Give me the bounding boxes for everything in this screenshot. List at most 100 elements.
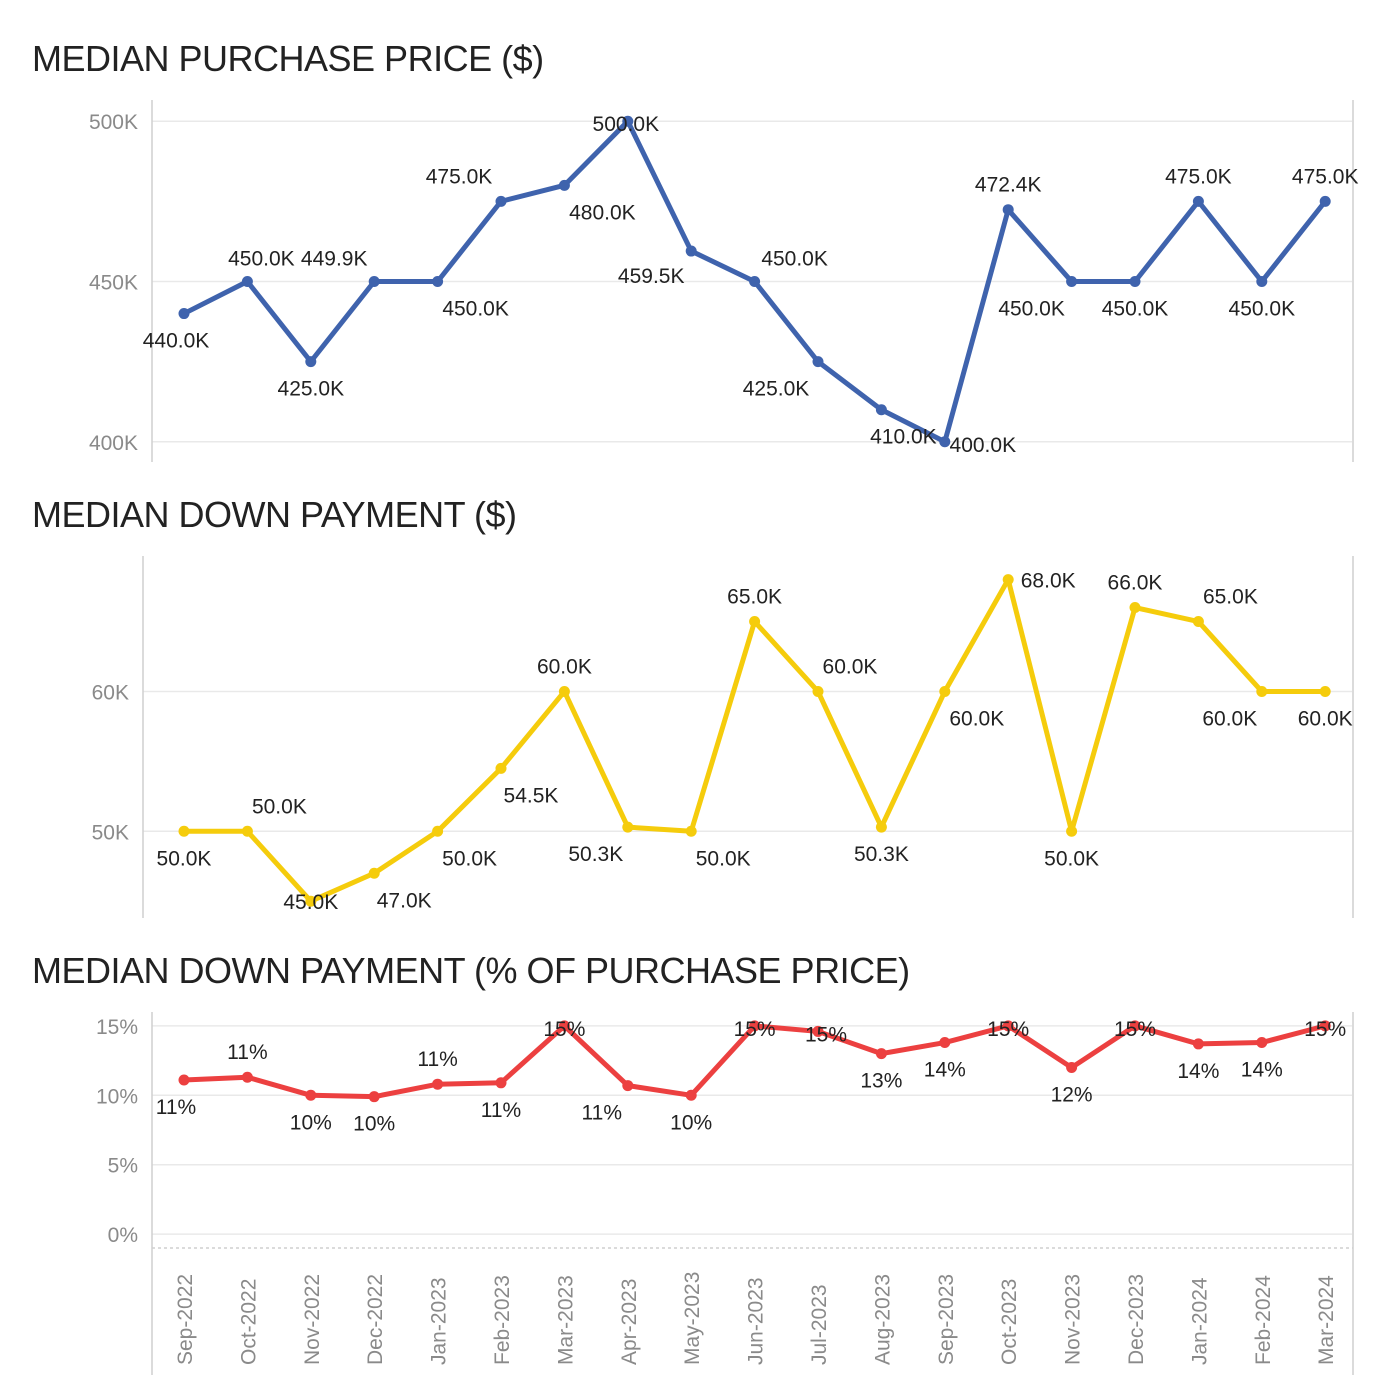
data-label: 50.3K xyxy=(854,843,909,866)
data-label: 60.0K xyxy=(537,655,592,678)
x-tick-label: Jan-2024 xyxy=(1188,1277,1211,1365)
data-point xyxy=(749,276,761,287)
data-point xyxy=(1002,204,1014,216)
data-point xyxy=(1319,685,1331,697)
data-label: 14% xyxy=(924,1059,966,1082)
data-point xyxy=(495,762,507,774)
data-label: 10% xyxy=(290,1111,332,1134)
data-point xyxy=(685,825,697,837)
data-label: 459.5K xyxy=(618,265,685,288)
x-tick-label: Dec-2022 xyxy=(364,1274,387,1365)
data-point xyxy=(622,821,634,833)
data-label: 11% xyxy=(481,1099,521,1122)
data-point xyxy=(1129,602,1141,614)
x-tick-label: May-2023 xyxy=(681,1272,704,1365)
x-tick-label: Oct-2023 xyxy=(998,1279,1021,1365)
data-label: 449.9K xyxy=(301,248,368,271)
data-label: 12% xyxy=(1051,1084,1093,1107)
data-label: 60.0K xyxy=(1298,707,1353,730)
data-point xyxy=(1066,1062,1078,1074)
data-point xyxy=(178,308,190,320)
data-point xyxy=(368,1091,380,1103)
data-label: 47.0K xyxy=(377,889,432,912)
data-point xyxy=(1129,276,1141,287)
series-line xyxy=(181,577,1328,904)
data-label: 11% xyxy=(227,1041,267,1064)
data-label: 13% xyxy=(860,1070,902,1093)
data-point xyxy=(1066,825,1078,837)
data-label: 475.0K xyxy=(1292,165,1359,188)
x-tick-label: Sep-2023 xyxy=(935,1274,958,1365)
data-point xyxy=(622,115,634,127)
data-point xyxy=(1256,1037,1268,1049)
chart-title-down-payment-pct: MEDIAN DOWN PAYMENT (% OF PURCHASE PRICE… xyxy=(32,950,910,991)
x-tick-label: Oct-2022 xyxy=(237,1279,260,1365)
data-label: 15% xyxy=(1304,1018,1346,1041)
data-point xyxy=(558,685,570,697)
data-point xyxy=(812,685,824,697)
data-point xyxy=(368,276,380,287)
data-point xyxy=(685,1089,697,1101)
data-label: 14% xyxy=(1241,1059,1283,1082)
y-tick-label: 500K xyxy=(89,111,138,134)
data-label: 50.0K xyxy=(252,795,307,818)
data-point xyxy=(558,1020,570,1032)
data-label: 50.0K xyxy=(696,847,751,870)
data-point xyxy=(875,404,887,416)
data-label: 10% xyxy=(353,1113,395,1136)
x-tick-label: Mar-2023 xyxy=(554,1275,577,1365)
data-point xyxy=(749,1020,761,1032)
data-point xyxy=(875,1048,887,1060)
data-label: 475.0K xyxy=(1165,165,1232,188)
data-point xyxy=(812,1025,824,1037)
data-point xyxy=(939,436,951,448)
data-label: 472.4K xyxy=(975,174,1042,197)
y-tick-label: 400K xyxy=(89,432,138,455)
data-point xyxy=(241,276,253,287)
y-tick-label: 5% xyxy=(108,1155,138,1178)
data-label: 50.0K xyxy=(1044,847,1099,870)
data-label: 425.0K xyxy=(278,378,345,401)
data-point xyxy=(1066,276,1078,287)
data-point xyxy=(558,179,570,191)
data-label: 15% xyxy=(1114,1018,1156,1041)
data-label: 14% xyxy=(1177,1060,1219,1083)
data-point xyxy=(241,1071,253,1083)
data-point xyxy=(939,685,951,697)
data-label: 50.0K xyxy=(442,847,497,870)
data-label: 15% xyxy=(543,1018,585,1041)
data-point xyxy=(432,276,444,287)
data-label: 60.0K xyxy=(949,707,1004,730)
data-label: 54.5K xyxy=(504,784,559,807)
x-tick-label: Jun-2023 xyxy=(745,1277,768,1365)
data-label: 11% xyxy=(582,1102,622,1125)
data-label: 60.0K xyxy=(1202,707,1257,730)
data-label: 500.0K xyxy=(593,113,660,136)
data-label: 450.0K xyxy=(442,298,509,321)
data-label: 50.0K xyxy=(157,847,212,870)
data-point xyxy=(749,616,761,628)
data-label: 60.0K xyxy=(823,655,878,678)
data-label: 450.0K xyxy=(998,298,1065,321)
y-tick-label: 450K xyxy=(89,272,138,295)
data-point xyxy=(1002,1020,1014,1032)
data-point xyxy=(495,195,507,207)
data-point xyxy=(1319,195,1331,207)
data-label: 440.0K xyxy=(143,330,210,353)
data-point xyxy=(1192,616,1204,628)
x-tick-label: Nov-2023 xyxy=(1062,1274,1085,1365)
y-tick-label: 0% xyxy=(108,1224,138,1247)
data-point xyxy=(1192,195,1204,207)
data-point xyxy=(241,825,253,837)
data-label: 400.0K xyxy=(950,434,1017,457)
data-label: 480.0K xyxy=(569,201,636,224)
x-tick-label: Jan-2023 xyxy=(428,1277,451,1365)
data-label: 66.0K xyxy=(1108,572,1163,595)
y-tick-label: 50K xyxy=(92,821,129,844)
x-tick-label: Aug-2023 xyxy=(871,1274,894,1365)
y-tick-label: 15% xyxy=(96,1016,138,1039)
data-point xyxy=(1129,1020,1141,1032)
data-point xyxy=(178,1074,190,1086)
data-point xyxy=(939,1037,951,1049)
